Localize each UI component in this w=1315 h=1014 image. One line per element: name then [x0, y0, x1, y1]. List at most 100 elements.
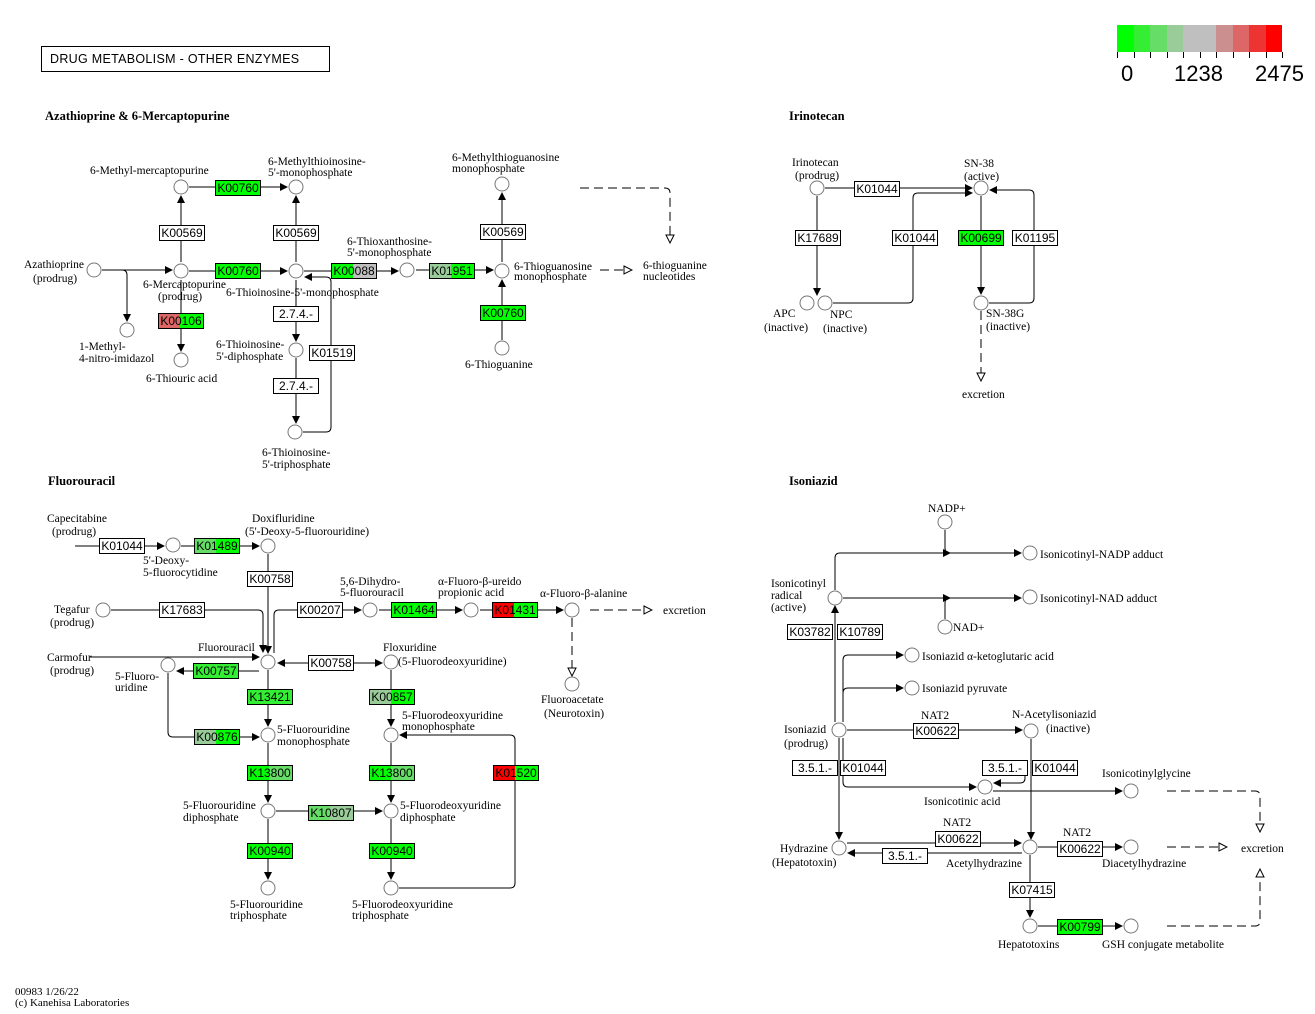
compound-node[interactable]	[362, 602, 378, 618]
gene-box-k01044[interactable]: K01044	[1032, 760, 1078, 776]
compound-node[interactable]	[904, 647, 920, 663]
compound-node[interactable]	[973, 180, 989, 196]
gene-box-k00569[interactable]: K00569	[159, 225, 205, 241]
gene-box-k00857[interactable]: K00857	[369, 689, 415, 705]
compound-node[interactable]	[383, 803, 399, 819]
gene-box-k00569[interactable]: K00569	[273, 225, 319, 241]
gene-box-3-5-1[interactable]: 3.5.1.-	[982, 760, 1028, 776]
compound-node[interactable]	[260, 880, 276, 896]
compound-node[interactable]	[799, 295, 815, 311]
gene-box-k13800[interactable]: K13800	[369, 765, 415, 781]
compound-node[interactable]	[937, 514, 953, 530]
compound-node[interactable]	[494, 176, 510, 192]
gene-box-k01195[interactable]: K01195	[1012, 230, 1058, 246]
compound-node[interactable]	[119, 322, 135, 338]
compound-node[interactable]	[1123, 918, 1139, 934]
compound-node[interactable]	[1123, 783, 1139, 799]
gene-box-k00758[interactable]: K00758	[247, 571, 293, 587]
compound-label: 6-thioguanine	[643, 260, 707, 272]
compound-node[interactable]	[1123, 839, 1139, 855]
gene-box-k00760[interactable]: K00760	[215, 180, 261, 196]
gene-box-k00622[interactable]: K00622	[913, 723, 959, 739]
compound-node[interactable]	[494, 263, 510, 279]
gene-box-k00088[interactable]: K00088	[331, 263, 377, 279]
gene-box-k01519[interactable]: K01519	[309, 345, 355, 361]
gene-box-k00940[interactable]: K00940	[247, 843, 293, 859]
compound-node[interactable]	[288, 342, 304, 358]
compound-node[interactable]	[160, 657, 176, 673]
gene-box-3-5-1[interactable]: 3.5.1.-	[792, 760, 838, 776]
gene-box-k10807[interactable]: K10807	[308, 805, 354, 821]
compound-node[interactable]	[817, 295, 833, 311]
gene-box-k00622[interactable]: K00622	[935, 831, 981, 847]
compound-node[interactable]	[86, 262, 102, 278]
compound-node[interactable]	[173, 352, 189, 368]
compound-node[interactable]	[260, 538, 276, 554]
gene-box-k00760[interactable]: K00760	[480, 305, 526, 321]
gene-box-2-7-4[interactable]: 2.7.4.-	[273, 306, 319, 322]
compound-node[interactable]	[260, 803, 276, 819]
compound-node[interactable]	[977, 779, 993, 795]
compound-node[interactable]	[173, 179, 189, 195]
compound-node[interactable]	[564, 676, 580, 692]
compound-node[interactable]	[260, 727, 276, 743]
gene-box-k00758[interactable]: K00758	[308, 655, 354, 671]
compound-node[interactable]	[1022, 589, 1038, 605]
gene-box-k00760[interactable]: K00760	[215, 263, 261, 279]
gene-box-k00799[interactable]: K00799	[1057, 919, 1103, 935]
gene-box-k00569[interactable]: K00569	[480, 224, 526, 240]
gene-box-k01044[interactable]: K01044	[892, 230, 938, 246]
gene-box-k00106[interactable]: K00106	[158, 313, 204, 329]
compound-node[interactable]	[564, 602, 580, 618]
compound-node[interactable]	[494, 340, 510, 356]
gene-box-k13421[interactable]: K13421	[247, 689, 293, 705]
gene-box-k00207[interactable]: K00207	[297, 602, 343, 618]
gene-box-3-5-1[interactable]: 3.5.1.-	[882, 848, 928, 864]
gene-box-k17683[interactable]: K17683	[159, 602, 205, 618]
gene-box-k01464[interactable]: K01464	[391, 602, 437, 618]
gene-box-k17689[interactable]: K17689	[795, 230, 841, 246]
compound-node[interactable]	[287, 424, 303, 440]
gene-box-k13800[interactable]: K13800	[247, 765, 293, 781]
gene-box-k00622[interactable]: K00622	[1057, 841, 1103, 857]
compound-node[interactable]	[937, 619, 953, 635]
compound-node[interactable]	[288, 179, 304, 195]
gene-box-k07415[interactable]: K07415	[1009, 882, 1055, 898]
compound-node[interactable]	[260, 654, 276, 670]
compound-node[interactable]	[831, 722, 847, 738]
compound-node[interactable]	[173, 263, 189, 279]
gene-box-k10789[interactable]: K10789	[837, 624, 883, 640]
compound-node[interactable]	[399, 262, 415, 278]
compound-node[interactable]	[383, 880, 399, 896]
compound-node[interactable]	[1022, 545, 1038, 561]
gene-box-k01431[interactable]: K01431	[492, 602, 538, 618]
compound-node[interactable]	[383, 654, 399, 670]
compound-node[interactable]	[383, 727, 399, 743]
gene-box-k03782[interactable]: K03782	[787, 624, 833, 640]
compound-node[interactable]	[973, 295, 989, 311]
gene-box-2-7-4[interactable]: 2.7.4.-	[273, 378, 319, 394]
compound-node[interactable]	[463, 602, 479, 618]
gene-box-k01044[interactable]: K01044	[854, 181, 900, 197]
compound-node[interactable]	[904, 680, 920, 696]
gene-box-k01951[interactable]: K01951	[429, 263, 475, 279]
gene-box-k00699[interactable]: K00699	[958, 230, 1004, 246]
gene-box-k01489[interactable]: K01489	[194, 538, 240, 554]
compound-node[interactable]	[1022, 918, 1038, 934]
gene-box-k01520[interactable]: K01520	[493, 765, 539, 781]
compound-node[interactable]	[1023, 723, 1039, 739]
compound-node[interactable]	[827, 590, 843, 606]
compound-node[interactable]	[1022, 839, 1038, 855]
compound-node[interactable]	[831, 840, 847, 856]
compound-node[interactable]	[809, 180, 825, 196]
compound-label: (prodrug)	[33, 273, 78, 285]
legend-tick	[1249, 52, 1250, 58]
gene-box-k00940[interactable]: K00940	[369, 843, 415, 859]
compound-node[interactable]	[165, 537, 181, 553]
gene-box-k01044[interactable]: K01044	[840, 760, 886, 776]
gene-box-k01044[interactable]: K01044	[99, 538, 145, 554]
compound-node[interactable]	[288, 263, 304, 279]
compound-node[interactable]	[95, 602, 111, 618]
gene-box-k00757[interactable]: K00757	[193, 663, 239, 679]
gene-box-k00876[interactable]: K00876	[194, 729, 240, 745]
